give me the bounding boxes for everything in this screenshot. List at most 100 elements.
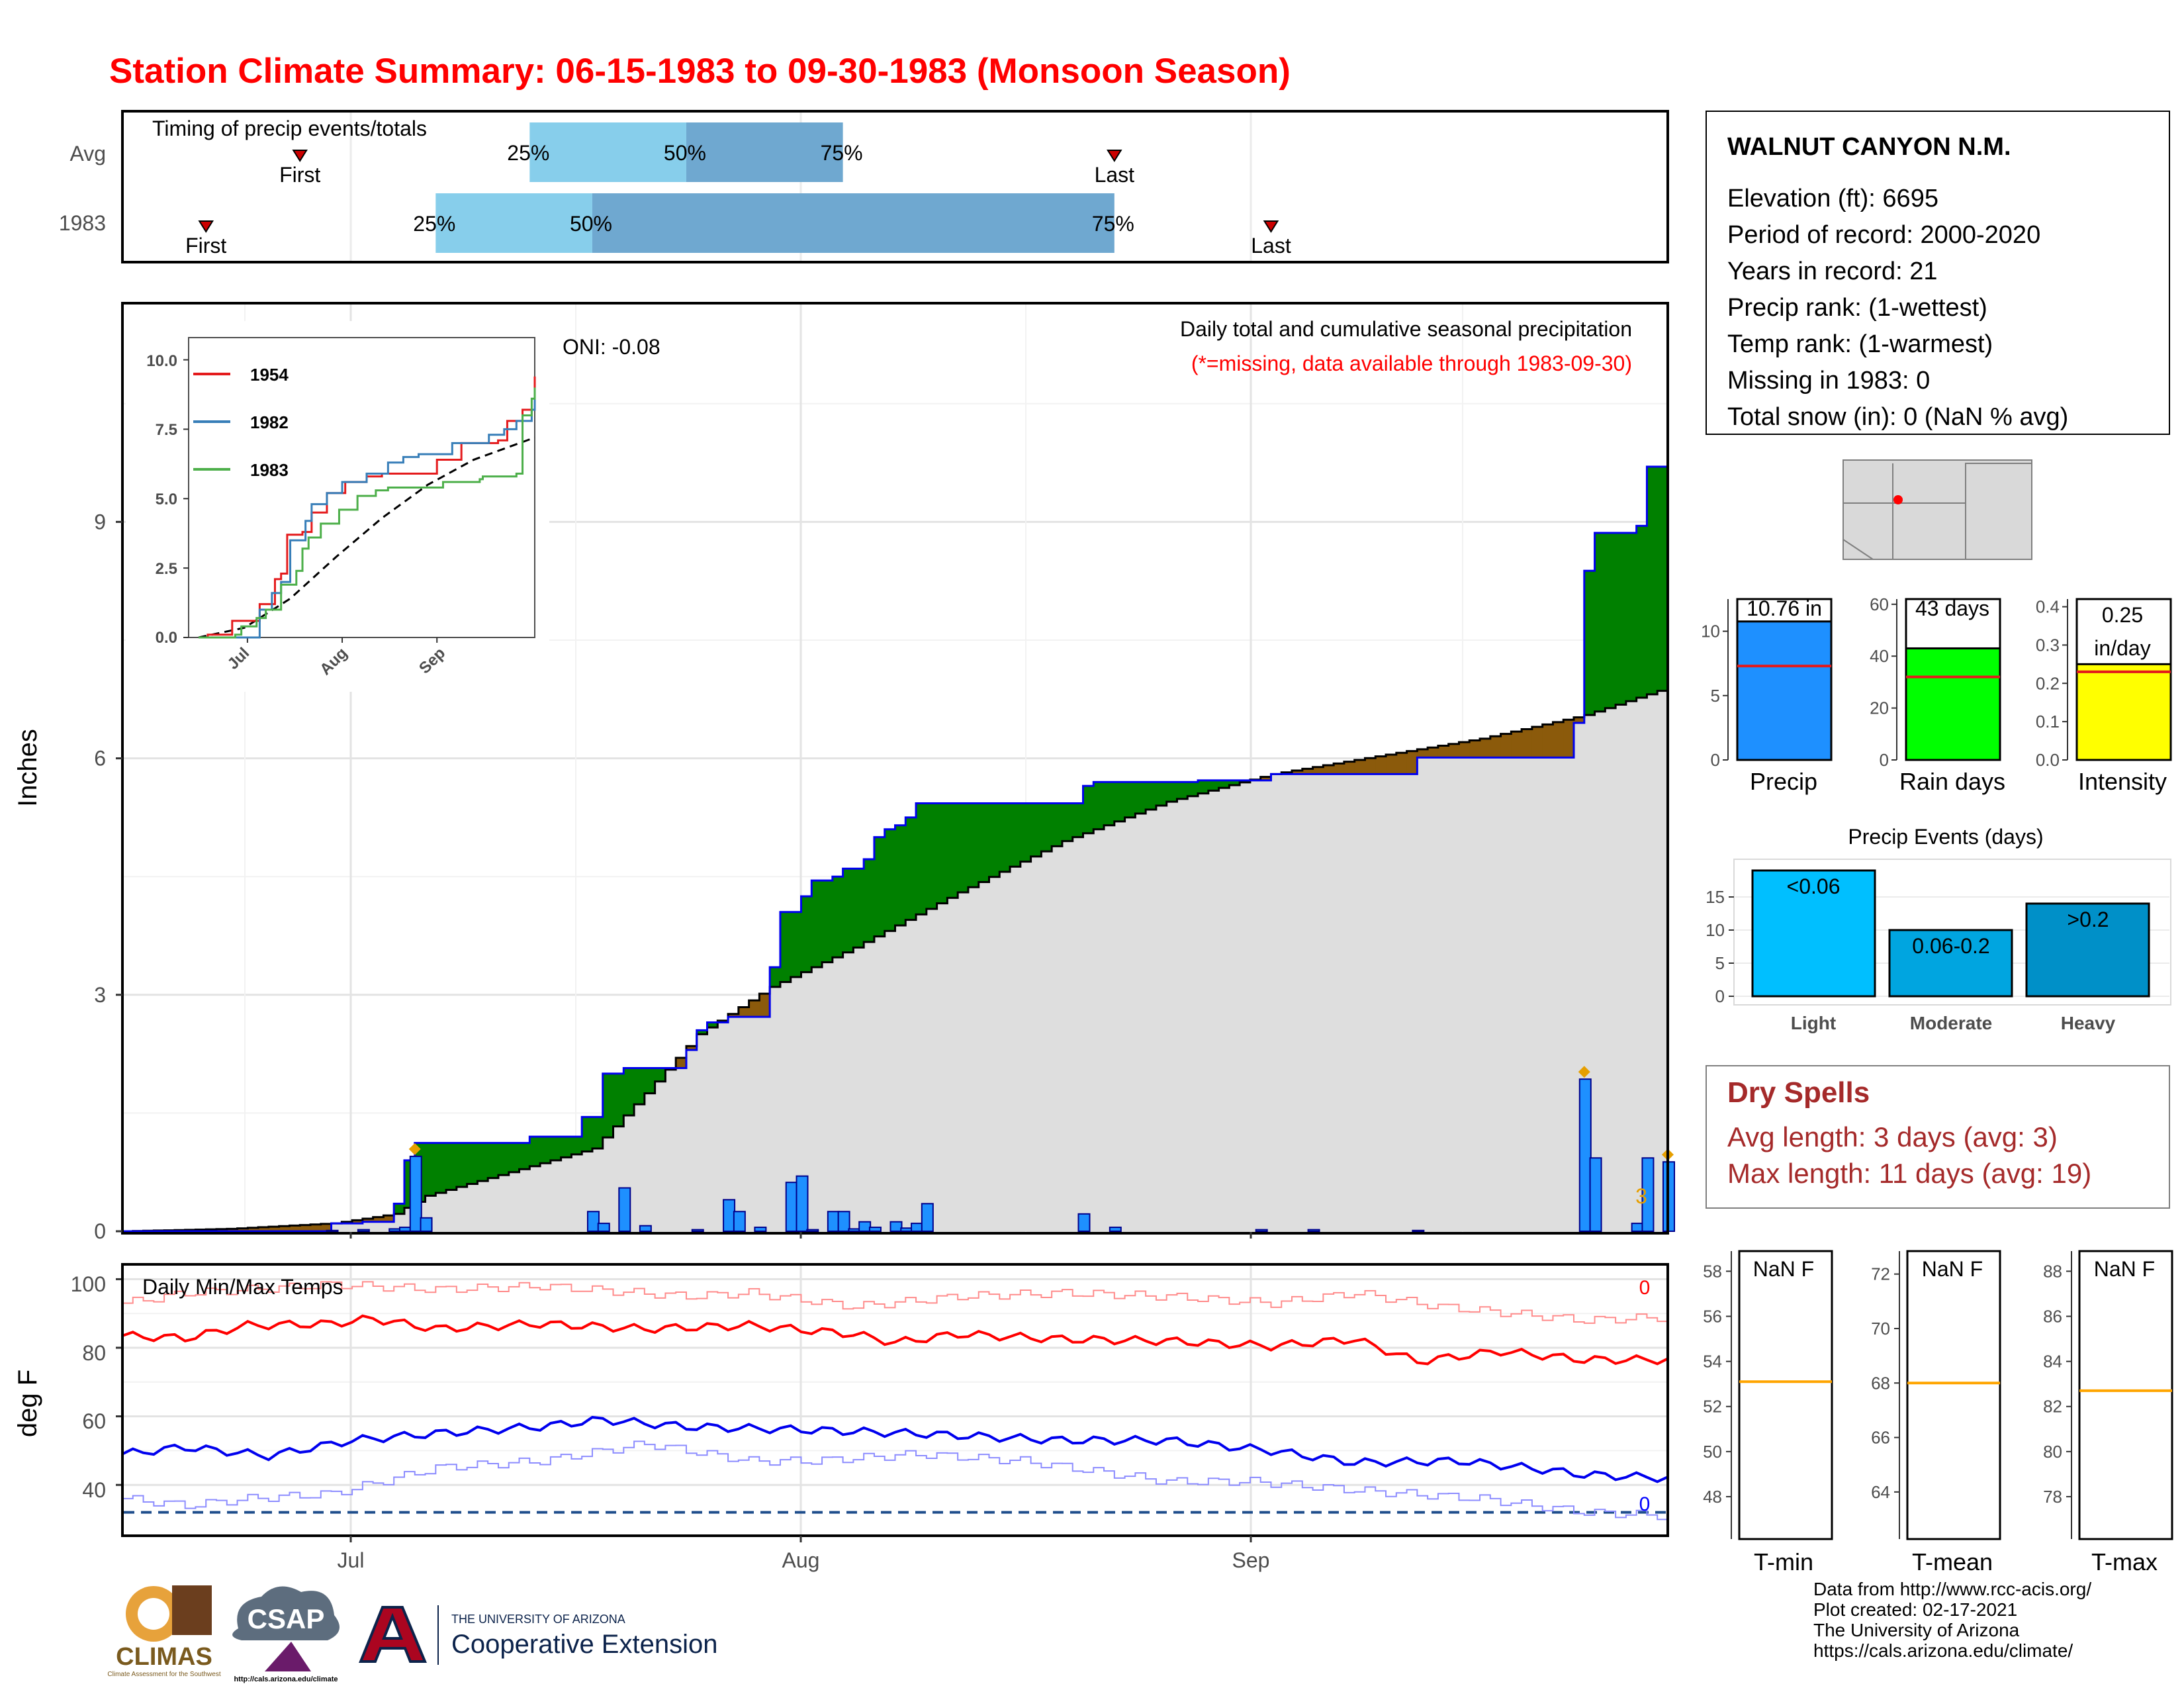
- timing-quantile-label: 25%: [507, 141, 549, 165]
- daily-precip-bar: [806, 1229, 819, 1233]
- deficit-area: [1511, 731, 1522, 758]
- surplus-area: [519, 1143, 530, 1170]
- surplus-area: [1657, 467, 1668, 691]
- csap-url: http://cals.arizona.edu/climate: [234, 1675, 338, 1683]
- tbox-tick-label: 50: [1703, 1442, 1722, 1462]
- inset-ytick-3: 7.5: [156, 421, 177, 439]
- daily-precip-bar: [900, 1227, 913, 1233]
- surplus-area: [780, 912, 792, 982]
- daily-precip-bar: [409, 1155, 422, 1233]
- tbox-value-tmean: NaN F: [1922, 1257, 1983, 1281]
- deficit-area: [226, 1229, 238, 1231]
- deficit-area: [1522, 729, 1533, 758]
- deficit-area: [300, 1225, 311, 1231]
- tbox-tick-label: 56: [1703, 1307, 1722, 1327]
- deficit-area: [1574, 717, 1585, 724]
- main-precip-panel: 0 3 6 9 Inches Daily total and cumulative s…: [13, 302, 1675, 1243]
- deficit-area: [352, 1220, 363, 1224]
- map-frame: [1843, 459, 2032, 560]
- surplus-area: [853, 868, 864, 948]
- surplus-area: [592, 1117, 604, 1149]
- temp-ytick-40: 40: [82, 1478, 106, 1502]
- surplus-area: [1187, 782, 1199, 796]
- deficit-area: [1437, 745, 1449, 758]
- surplus-area: [1052, 803, 1063, 847]
- station-line-0: Elevation (ft): 6695: [1727, 185, 1938, 212]
- temp-lines: [122, 1281, 1668, 1521]
- deficit-area: [1542, 724, 1554, 758]
- tbox-tick-label: 86: [2043, 1307, 2062, 1327]
- stat-value-raindays: 43 days: [1915, 596, 1989, 620]
- event-label-heavy: >0.2: [2067, 908, 2109, 931]
- deficit-area: [728, 1013, 739, 1017]
- tbox-tick-label: 52: [1703, 1397, 1722, 1417]
- deficit-area: [383, 1215, 394, 1222]
- surplus-area: [613, 1073, 624, 1127]
- tmax-record-count: 0: [1639, 1277, 1651, 1299]
- deficit-area: [216, 1229, 228, 1231]
- surplus-area: [477, 1143, 488, 1182]
- map-states: [1843, 463, 2032, 560]
- tmin-average-line: [122, 1440, 1668, 1521]
- timing-quantile-label: 75%: [1092, 212, 1134, 236]
- precip-events-chart: Precip Events (days) 0 5 10 15 Light Modera…: [1706, 825, 2171, 1033]
- deficit-area: [248, 1227, 259, 1231]
- surplus-area: [1093, 782, 1105, 829]
- dry-spells-title: Dry Spells: [1727, 1076, 1870, 1109]
- temp-panel-frame: [122, 1264, 1668, 1536]
- first-event-marker: [198, 220, 214, 233]
- surplus-area: [435, 1143, 447, 1193]
- temp-grid: [116, 1266, 1666, 1534]
- stat-tick-label: 5: [1711, 686, 1720, 706]
- surplus-area: [884, 829, 896, 931]
- footer-credits: Data from http://www.rcc-acis.org/ Plot …: [1813, 1579, 2091, 1661]
- stat-value-intensity: 0.25: [2102, 603, 2143, 627]
- surplus-area: [1124, 782, 1136, 818]
- deficit-area: [373, 1217, 385, 1222]
- surplus-area: [790, 912, 802, 978]
- surplus-area: [832, 876, 844, 958]
- temp-ylabel: deg F: [13, 1370, 42, 1437]
- surplus-area: [1198, 780, 1209, 794]
- deficit-area: [1386, 754, 1397, 774]
- last-event-label: Last: [1251, 234, 1291, 258]
- daily-precip-bar: [837, 1211, 850, 1232]
- tbox-value-tmax: NaN F: [2094, 1257, 2155, 1281]
- deficit-area: [1343, 761, 1355, 774]
- deficit-area: [1396, 753, 1408, 774]
- climas-tagline: Climate Assessment for the Southwest: [107, 1671, 220, 1678]
- surplus-area: [1041, 803, 1052, 852]
- surplus-area: [822, 880, 833, 962]
- events-tick-label: 5: [1715, 953, 1725, 973]
- tbox-tick-label: 78: [2043, 1487, 2062, 1507]
- timing-bar-q25-q50: [529, 122, 686, 182]
- daily-precip-bar: [921, 1203, 934, 1233]
- temp-panel-border: [121, 1263, 1669, 1537]
- daily-precip-bar: [868, 1227, 882, 1233]
- station-info-box: WALNUT CANYON N.M. Elevation (ft): 6695 …: [1706, 111, 2170, 435]
- station-line-2: Years in record: 21: [1727, 258, 1938, 285]
- surplus-area: [989, 803, 1000, 877]
- climas-hill-mark: [172, 1585, 212, 1635]
- surplus-area: [999, 803, 1011, 872]
- events-tick-label: 15: [1706, 887, 1725, 907]
- footer-line-3: https://cals.arizona.edu/climate/: [1813, 1640, 2073, 1661]
- station-name: WALNUT CANYON N.M.: [1727, 133, 2011, 161]
- surplus-area: [508, 1143, 520, 1172]
- daily-precip-bar: [1109, 1227, 1122, 1233]
- xtick-sep: Sep: [1232, 1548, 1270, 1572]
- surplus-area: [582, 1117, 593, 1152]
- climas-logo: CLIMAS Climate Assessment for the Southw…: [107, 1585, 221, 1678]
- deficit-area: [1553, 722, 1564, 758]
- station-line-1: Period of record: 2000-2020: [1727, 221, 2040, 249]
- surplus-area: [1083, 786, 1094, 833]
- main-note1: Daily total and cumulative seasonal prec…: [1180, 317, 1632, 341]
- inset-average-line: [198, 436, 535, 639]
- surplus-area: [1636, 526, 1648, 698]
- tbox-tick-label: 64: [1871, 1482, 1890, 1502]
- legend-label-1954: 1954: [250, 365, 289, 385]
- stat-tick-label: 10: [1701, 622, 1720, 641]
- timing-quantile-label: 50%: [570, 212, 612, 236]
- first-event-marker: [292, 150, 308, 162]
- daily-precip-bar: [785, 1182, 798, 1233]
